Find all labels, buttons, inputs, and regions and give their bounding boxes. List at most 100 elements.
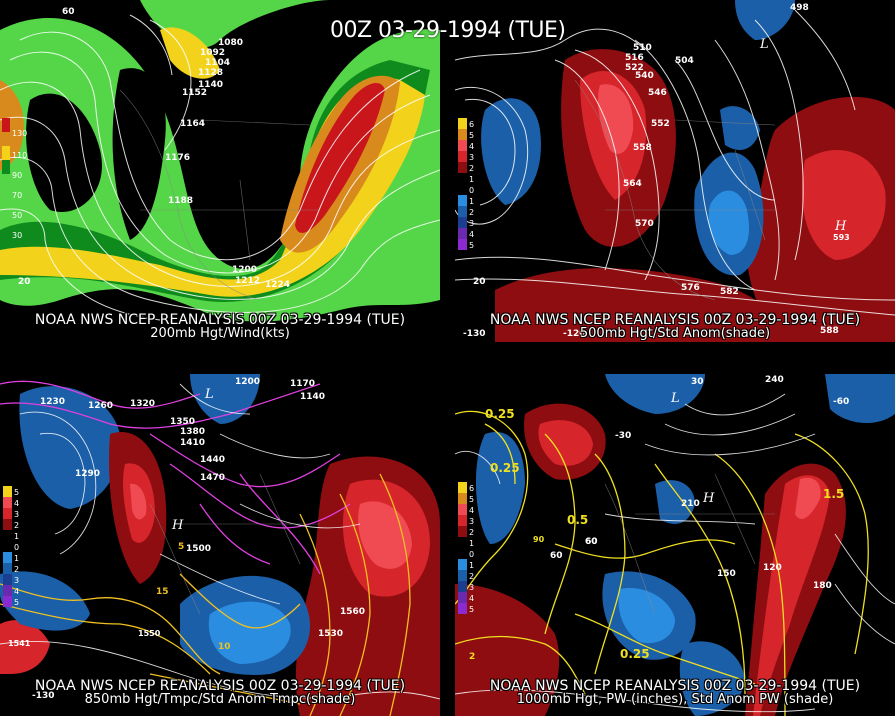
temp-contours-warm-850mb: [0, 473, 411, 716]
legend-200mb: 130 110 90 70 50 30: [2, 118, 27, 240]
contour-label: 5: [178, 542, 184, 552]
contour-labels-500mb: 498 510 516 522 540 546 552 558 564 570 …: [463, 3, 850, 339]
svg-text:3: 3: [14, 510, 19, 519]
map-200mb: 1080 1092 1104 1128 1140 1152 1164 1176 …: [0, 0, 440, 342]
caption-line2: 200mb Hgt/Wind(kts): [150, 326, 290, 341]
svg-text:70: 70: [12, 191, 22, 200]
panel-1000mb-pw: 30 60 60 60 90 120 150 180 210 240 0.25 …: [455, 374, 895, 716]
svg-text:3: 3: [469, 219, 474, 228]
anom-area-blue-sw: [0, 571, 90, 631]
low-pressure-marker: L: [759, 37, 769, 52]
caption-line1: NOAA NWS NCEP REANALYSIS 00Z 03-29-1994 …: [34, 312, 406, 328]
contour-label: 60: [585, 537, 598, 547]
svg-text:0: 0: [14, 543, 19, 552]
contour-label: 1176: [165, 153, 190, 163]
panel-850mb-temp: 1200 1230 1260 1290 1320 1350 1380 1410 …: [0, 374, 440, 716]
svg-text:1: 1: [469, 197, 474, 206]
svg-text:4: 4: [14, 587, 19, 596]
contour-label: 150: [717, 569, 736, 579]
svg-text:2: 2: [14, 521, 19, 530]
contour-label: 588: [820, 326, 839, 336]
svg-text:0: 0: [469, 550, 474, 559]
contour-label: 60: [62, 7, 75, 17]
contour-label: 1.5: [823, 487, 844, 501]
contour-label: 552: [651, 119, 670, 129]
anom-area-blue-ne: [735, 0, 795, 40]
svg-text:4: 4: [469, 230, 474, 239]
anom-area-red-sw: [0, 620, 50, 674]
svg-text:5: 5: [469, 241, 474, 250]
map-850mb: 1200 1230 1260 1290 1320 1350 1380 1410 …: [0, 374, 440, 716]
svg-text:2: 2: [469, 164, 474, 173]
caption-line2: 850mb Hgt/Tmpc/Std Anom Tmpc(shade): [84, 692, 356, 707]
svg-text:5: 5: [469, 131, 474, 140]
contour-label: 1290: [75, 469, 100, 479]
contour-labels-200mb: 1080 1092 1104 1128 1140 1152 1164 1176 …: [18, 7, 290, 290]
contour-label: 1140: [300, 392, 325, 402]
map-borders-200mb: [119, 89, 320, 301]
caption-line2: 500mb Hgt/Std Anom(shade): [579, 326, 771, 341]
contour-label: 1092: [200, 48, 225, 58]
contour-label: 498: [790, 3, 809, 13]
contour-label: 60: [585, 537, 598, 547]
svg-text:3: 3: [469, 583, 474, 592]
contour-labels-850mb: 1200 1230 1260 1290 1320 1350 1380 1410 …: [8, 377, 365, 701]
wind-area-red: [295, 83, 385, 233]
contour-label: 1140: [198, 80, 223, 90]
contour-label: 546: [648, 88, 667, 98]
contour-label: 20: [473, 277, 486, 287]
svg-text:1: 1: [14, 554, 19, 563]
anom-area-blue-north: [605, 374, 705, 414]
low-pressure-marker: L: [670, 391, 680, 406]
contour-label: 1320: [130, 399, 155, 409]
anom-area-blue-center2: [655, 480, 695, 524]
map-borders-850mb: [149, 473, 320, 615]
svg-text:2: 2: [469, 528, 474, 537]
contour-label: 558: [633, 143, 652, 153]
high-pressure-marker: H: [834, 219, 847, 234]
svg-text:0: 0: [469, 186, 474, 195]
svg-text:3: 3: [14, 576, 19, 585]
svg-text:5: 5: [469, 605, 474, 614]
svg-text:4: 4: [469, 506, 474, 515]
map-borders-1000mb: [604, 473, 775, 615]
anom-area-blue-south: [679, 641, 745, 716]
legend-1000mb: 6 5 4 3 2 1 0 1 2 3 4 5: [458, 482, 474, 614]
svg-text:6: 6: [469, 120, 474, 129]
contour-label: 90: [533, 535, 545, 544]
contour-label: 576: [681, 283, 700, 293]
contours-1000mb: [455, 393, 895, 713]
contour-label: 516: [625, 53, 644, 63]
caption-line1: NOAA NWS NCEP REANALYSIS 00Z 03-29-1994 …: [489, 678, 861, 694]
anom-area-blue-ne: [825, 374, 895, 424]
high-pressure-marker: H: [171, 518, 184, 533]
map-500mb: 498 510 516 522 540 546 552 558 564 570 …: [455, 0, 895, 342]
caption-line1: NOAA NWS NCEP REANALYSIS 00Z 03-29-1994 …: [489, 312, 861, 328]
svg-text:1: 1: [469, 561, 474, 570]
contour-label: 0.25: [485, 407, 515, 421]
contour-label: 1230: [40, 397, 65, 407]
contour-label: 1212: [235, 276, 260, 286]
anom-area-blue-west: [481, 98, 541, 205]
contour-label: 180: [813, 581, 832, 591]
contour-label: 210: [681, 499, 700, 509]
wind-area-dark-west: [26, 93, 102, 212]
contour-label: 60: [550, 551, 563, 561]
svg-text:130: 130: [12, 129, 27, 138]
contour-label: 1541: [8, 639, 31, 648]
svg-text:90: 90: [12, 171, 22, 180]
contour-label: 20: [18, 277, 31, 287]
contour-label: 1104: [205, 58, 230, 68]
contour-label: 1080: [218, 38, 243, 48]
contour-label: 1152: [182, 88, 207, 98]
main-title: 00Z 03-29-1994 (TUE): [330, 18, 566, 43]
svg-text:5: 5: [14, 598, 19, 607]
contour-label: 510: [633, 43, 652, 53]
anom-area-blue-north: [190, 374, 260, 424]
contour-label: 2: [469, 652, 475, 662]
panel-500mb-anom: 498 510 516 522 540 546 552 558 564 570 …: [455, 0, 895, 342]
contour-label: -120: [563, 329, 586, 339]
wind-area-green2: [0, 0, 330, 48]
contour-label: 1410: [180, 438, 205, 448]
svg-text:5: 5: [469, 495, 474, 504]
